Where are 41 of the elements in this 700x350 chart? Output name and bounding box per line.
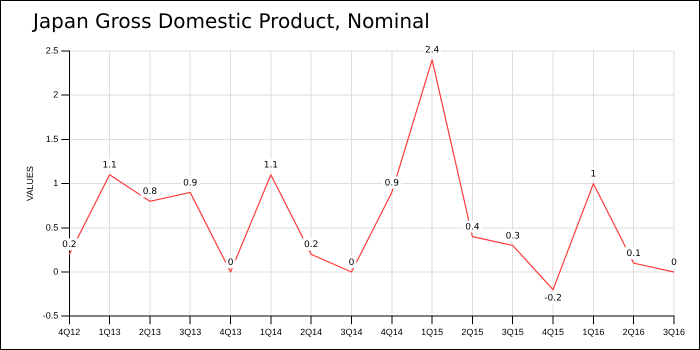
x-tick-label: 4Q13 [220,327,242,338]
data-label: 0.2 [304,240,318,250]
data-label: 1 [590,169,596,180]
x-tick-label: 3Q13 [179,327,202,338]
x-tick-label: 1Q13 [98,327,121,338]
data-label: 1.1 [102,160,117,171]
y-tick-label: -0.5 [42,310,58,321]
x-tick-label: 2Q15 [461,327,484,338]
y-tick-label: 1.5 [46,134,58,144]
data-label: 0.4 [465,222,480,232]
y-tick-label: 1 [53,178,58,188]
data-label: 1.1 [264,160,278,171]
data-label: 0.3 [506,231,520,242]
x-tick-label: 4Q15 [542,327,564,338]
x-tick-label: 1Q14 [260,327,282,338]
x-tick-label: 3Q14 [340,327,363,338]
y-tick-label: 2.5 [46,45,58,56]
data-label: 0.8 [142,187,158,198]
data-label: 2.4 [424,46,440,56]
x-tick-label: 4Q12 [58,327,80,338]
data-label: -0.2 [544,294,562,304]
data-label: 0 [228,258,234,268]
chart-title: Japan Gross Domestic Product, Nominal [33,9,430,33]
data-label: 0.9 [384,178,400,188]
y-axis-title: VALUES [24,166,35,202]
x-tick-label: 1Q15 [421,327,444,338]
x-tick-label: 3Q16 [662,327,686,338]
x-tick-label: 1Q16 [582,327,604,338]
x-tick-label: 4Q14 [380,327,403,338]
data-label: 0.2 [62,240,76,250]
x-tick-label: 3Q15 [502,327,524,338]
y-tick-label: 2 [53,90,58,100]
y-tick-label: 0 [53,266,58,276]
data-label: 0.1 [626,249,641,260]
x-tick-label: 2Q16 [622,327,645,338]
data-label: 0 [671,258,678,268]
y-tick-label: 0.5 [46,222,58,232]
x-tick-label: 2Q13 [138,327,161,338]
x-tick-label: 2Q14 [300,327,322,338]
data-label: 0 [348,258,355,268]
data-label: 0.9 [183,178,198,188]
